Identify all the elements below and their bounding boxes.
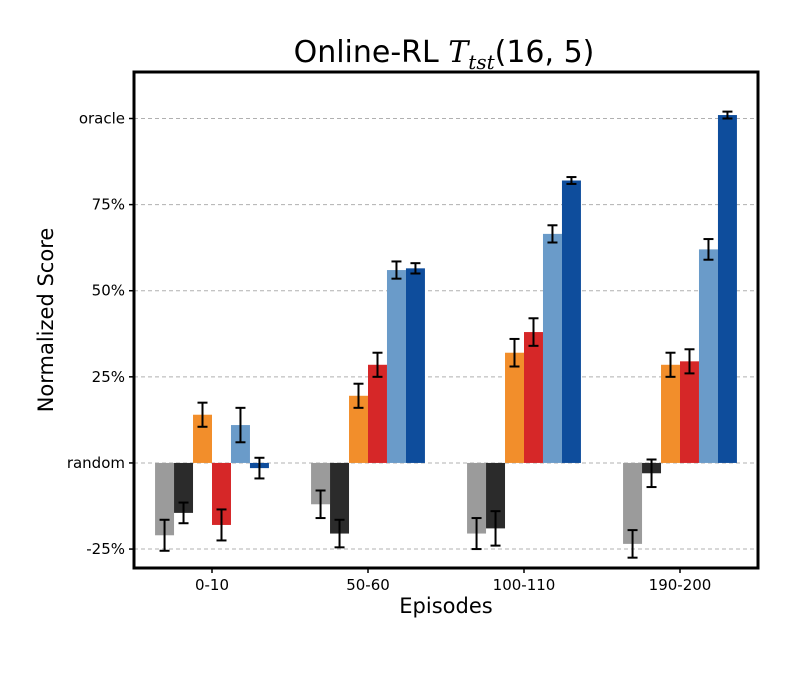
bar <box>524 332 543 463</box>
y-tick-label: 75% <box>92 196 125 214</box>
x-axis-label: Episodes <box>399 594 492 618</box>
bars <box>155 115 737 544</box>
x-axis-ticks: 0-10 50-60 100-110 190-200 <box>195 568 711 594</box>
x-tick-label: 190-200 <box>649 576 712 594</box>
chart-title-math-subscript: tst <box>468 50 495 74</box>
x-tick-label: 50-60 <box>346 576 390 594</box>
chart-title-math-symbol: T <box>448 35 470 70</box>
chart-title: Online-RL Ttst(16, 5) <box>294 35 595 74</box>
bar <box>368 364 387 463</box>
x-tick-label: 100-110 <box>493 576 556 594</box>
bar <box>717 115 737 463</box>
bar <box>467 462 487 534</box>
bar <box>698 249 718 463</box>
bar <box>386 270 406 463</box>
y-tick-label: oracle <box>79 110 125 128</box>
plot-frame <box>132 70 760 570</box>
error-bars <box>159 110 733 559</box>
bar <box>542 233 562 463</box>
bar <box>623 462 643 544</box>
bar <box>561 180 581 463</box>
bar <box>505 352 524 463</box>
x-tick-label: 0-10 <box>195 576 229 594</box>
chart-title-prefix: Online-RL <box>294 35 449 70</box>
bar <box>349 395 368 463</box>
bar <box>405 268 425 463</box>
y-tick-label: 50% <box>92 282 125 300</box>
y-axis-ticks: -25% random 25% 50% 75% oracle <box>67 110 134 558</box>
bar <box>330 462 350 534</box>
y-tick-label: random <box>67 454 125 472</box>
y-tick-label: -25% <box>86 540 125 558</box>
y-axis-label: Normalized Score <box>34 228 58 413</box>
bar <box>311 462 331 505</box>
bar <box>230 425 250 463</box>
bar <box>661 364 680 463</box>
bar <box>174 462 194 513</box>
chart-title-suffix: (16, 5) <box>495 35 595 70</box>
bar <box>680 361 699 463</box>
bar <box>155 462 175 536</box>
y-tick-label: 25% <box>92 368 125 386</box>
